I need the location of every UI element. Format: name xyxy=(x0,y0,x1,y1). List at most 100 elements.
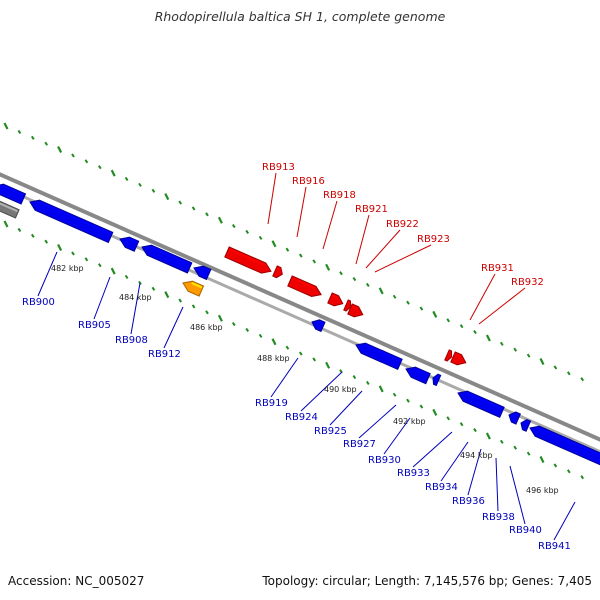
inner-tick-mark xyxy=(245,327,250,333)
outer-tick-mark xyxy=(580,377,585,382)
gene-arrow-reverse xyxy=(193,265,212,281)
inner-tick-mark xyxy=(285,345,290,350)
gene-arrow-forward xyxy=(287,275,322,298)
outer-tick-mark xyxy=(539,358,545,366)
reverse-gene-label: RB930 xyxy=(368,455,401,466)
forward-gene-leader-line xyxy=(267,172,277,225)
gene-arrow-forward xyxy=(343,299,352,312)
inner-tick-mark xyxy=(446,416,451,421)
inner-tick-mark xyxy=(499,439,504,444)
reverse-gene-leader-line xyxy=(163,306,184,349)
outer-tick-mark xyxy=(217,216,223,224)
inner-tick-mark xyxy=(30,233,35,238)
outer-tick-mark xyxy=(285,247,290,252)
scale-kbp-label: 482 kbp xyxy=(51,264,84,273)
gene-arrow-reverse xyxy=(520,419,532,432)
outer-tick-mark xyxy=(231,224,236,229)
reverse-gene-leader-line xyxy=(509,465,526,525)
gene-arrow-reverse xyxy=(405,366,431,385)
inner-tick-mark xyxy=(258,333,263,338)
scale-kbp-label: 494 kbp xyxy=(460,451,493,460)
outer-tick-mark xyxy=(205,212,209,217)
reverse-gene-leader-line xyxy=(383,417,411,455)
outer-tick-mark xyxy=(3,122,9,130)
inner-tick-mark xyxy=(205,310,209,315)
figure-title: Rhodopirellula baltica SH 1, complete ge… xyxy=(154,9,446,24)
inner-tick-mark xyxy=(580,475,585,480)
reverse-gene-label: RB912 xyxy=(148,349,181,360)
outer-tick-mark xyxy=(378,287,384,295)
reverse-gene-leader-line xyxy=(495,457,499,512)
reverse-gene-leader-line xyxy=(329,390,363,426)
outer-tick-mark xyxy=(352,277,357,282)
reverse-gene-leader-line xyxy=(440,441,469,482)
reverse-gene-leader-line xyxy=(130,282,141,335)
outer-tick-mark xyxy=(432,310,438,318)
inner-tick-mark xyxy=(553,463,558,468)
reverse-gene-label: RB925 xyxy=(314,426,347,437)
reverse-gene-leader-line xyxy=(300,371,343,412)
inner-tick-mark xyxy=(97,263,102,268)
scale-kbp-label: 490 kbp xyxy=(324,385,357,394)
inner-tick-mark xyxy=(17,227,22,232)
outer-tick-mark xyxy=(459,324,464,329)
reverse-gene-label: RB919 xyxy=(255,398,288,409)
forward-gene-leader-line xyxy=(365,229,401,269)
reverse-gene-leader-line xyxy=(467,448,482,496)
inner-tick-mark xyxy=(178,298,183,303)
reverse-gene-leader-line xyxy=(358,404,397,439)
outer-tick-mark xyxy=(191,206,196,211)
inner-tick-mark xyxy=(378,385,384,393)
inner-tick-mark xyxy=(138,280,142,285)
forward-gene-leader-line xyxy=(469,273,496,321)
gene-arrow-forward xyxy=(444,349,453,362)
scale-kbp-label: 496 kbp xyxy=(526,486,559,495)
forward-gene-leader-line xyxy=(478,287,526,325)
inner-tick-mark xyxy=(57,244,63,252)
reverse-gene-label: RB941 xyxy=(538,541,571,552)
inner-tick-mark xyxy=(566,469,571,474)
reverse-gene-leader-line xyxy=(270,357,299,398)
forward-gene-leader-line xyxy=(322,200,338,250)
genome-summary-text: Topology: circular; Length: 7,145,576 bp… xyxy=(262,574,592,588)
reverse-gene-label: RB908 xyxy=(115,335,148,346)
outer-tick-mark xyxy=(406,300,410,305)
gene-arrow-reverse xyxy=(0,183,27,205)
accession-text: Accession: NC_005027 xyxy=(8,574,145,588)
gene-arrow-highlight xyxy=(182,280,205,297)
gene-arrow-reverse xyxy=(457,390,505,419)
inner-tick-mark xyxy=(124,274,129,280)
reverse-gene-label: RB938 xyxy=(482,512,515,523)
outer-tick-mark xyxy=(513,347,518,352)
gene-arrow-reverse xyxy=(508,411,522,425)
inner-tick-mark xyxy=(539,456,545,464)
inner-tick-mark xyxy=(231,322,236,327)
reverse-gene-label: RB924 xyxy=(285,412,318,423)
outer-tick-mark xyxy=(339,271,343,276)
inner-tick-mark xyxy=(459,422,464,427)
outer-tick-mark xyxy=(124,176,129,182)
inner-tick-mark xyxy=(71,251,75,256)
scale-kbp-label: 492 kbp xyxy=(393,417,426,426)
reverse-gene-label: RB927 xyxy=(343,439,376,450)
backbone-upper-line xyxy=(0,172,600,442)
outer-tick-mark xyxy=(312,259,317,264)
reverse-gene-label: RB934 xyxy=(425,482,458,493)
outer-tick-mark xyxy=(97,165,102,170)
inner-tick-mark xyxy=(110,267,116,275)
outer-tick-mark xyxy=(485,334,491,342)
gene-arrow-forward xyxy=(224,246,272,274)
outer-tick-mark xyxy=(365,282,370,288)
outer-tick-mark xyxy=(566,371,571,376)
gene-arrow-reverse xyxy=(141,244,193,274)
inner-tick-mark xyxy=(44,239,49,244)
inner-tick-mark xyxy=(392,392,397,397)
outer-tick-mark xyxy=(17,129,22,134)
outer-tick-mark xyxy=(151,188,156,193)
outer-tick-mark xyxy=(499,341,504,346)
inner-tick-mark xyxy=(513,445,518,450)
outer-tick-mark xyxy=(271,240,277,248)
inner-tick-mark xyxy=(432,408,438,416)
